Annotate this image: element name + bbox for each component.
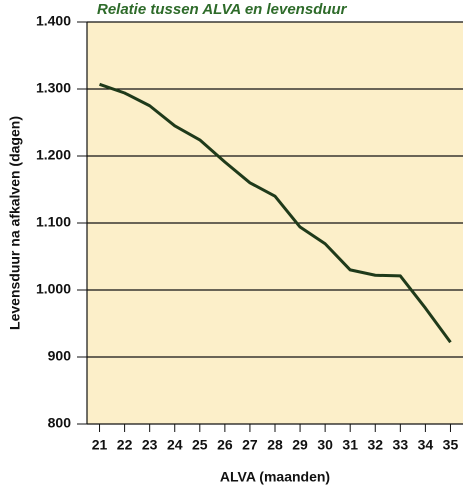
x-tick-label: 32 [367,437,383,453]
x-tick-label: 26 [217,437,233,453]
x-tick-label: 23 [142,437,158,453]
x-tick-label: 22 [117,437,133,453]
x-tick-label: 30 [317,437,333,453]
x-tick-label: 21 [92,437,108,453]
y-tick-label: 1.000 [36,281,71,297]
x-tick-label: 33 [393,437,409,453]
y-tick-label: 1.400 [36,13,71,29]
x-tick-label: 27 [242,437,258,453]
y-tick-label: 1.300 [36,80,71,96]
y-tick-label: 900 [48,348,72,364]
y-tick-label: 1.200 [36,147,71,163]
x-tick-label: 34 [418,437,434,453]
y-axis-label: Levensduur na afkalven (dagen) [7,116,23,330]
x-tick-label: 31 [342,437,358,453]
x-tick-label: 28 [267,437,283,453]
y-tick-label: 800 [48,415,72,431]
x-tick-label: 29 [292,437,308,453]
x-tick-label: 25 [192,437,208,453]
x-tick-label: 35 [443,437,459,453]
x-axis-label: ALVA (maanden) [220,469,330,485]
y-tick-label: 1.100 [36,214,71,230]
x-tick-label: 24 [167,437,183,453]
data-line [99,82,452,344]
chart-title: Relatie tussen ALVA en levensduur [97,1,348,18]
